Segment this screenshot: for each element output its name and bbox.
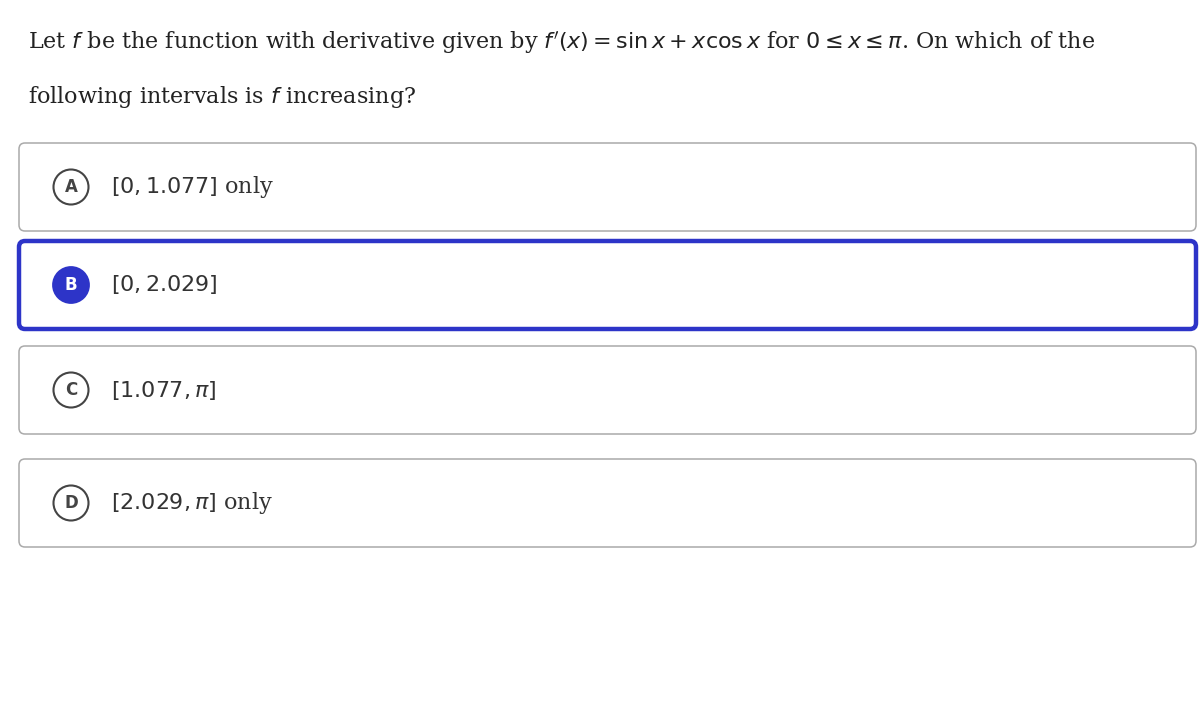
Circle shape [53,170,89,204]
Text: $[2.029, \pi]$ only: $[2.029, \pi]$ only [111,490,273,516]
Text: $[0, 2.029]$: $[0, 2.029]$ [111,273,218,297]
FancyBboxPatch shape [19,459,1196,547]
Text: D: D [64,494,78,512]
Text: $[1.077, \pi]$: $[1.077, \pi]$ [111,378,217,402]
Text: following intervals is $f$ increasing?: following intervals is $f$ increasing? [28,84,416,110]
Circle shape [53,268,89,302]
Text: Let $f$ be the function with derivative given by $f'(x) = \sin x + x\cos x$ for : Let $f$ be the function with derivative … [28,30,1095,57]
Text: $[0, 1.077]$ only: $[0, 1.077]$ only [111,174,274,200]
Text: C: C [65,381,77,399]
FancyBboxPatch shape [19,346,1196,434]
Circle shape [53,486,89,521]
Text: A: A [65,178,77,196]
Circle shape [53,373,89,407]
FancyBboxPatch shape [19,143,1196,231]
FancyBboxPatch shape [19,241,1196,329]
Text: B: B [65,276,77,294]
